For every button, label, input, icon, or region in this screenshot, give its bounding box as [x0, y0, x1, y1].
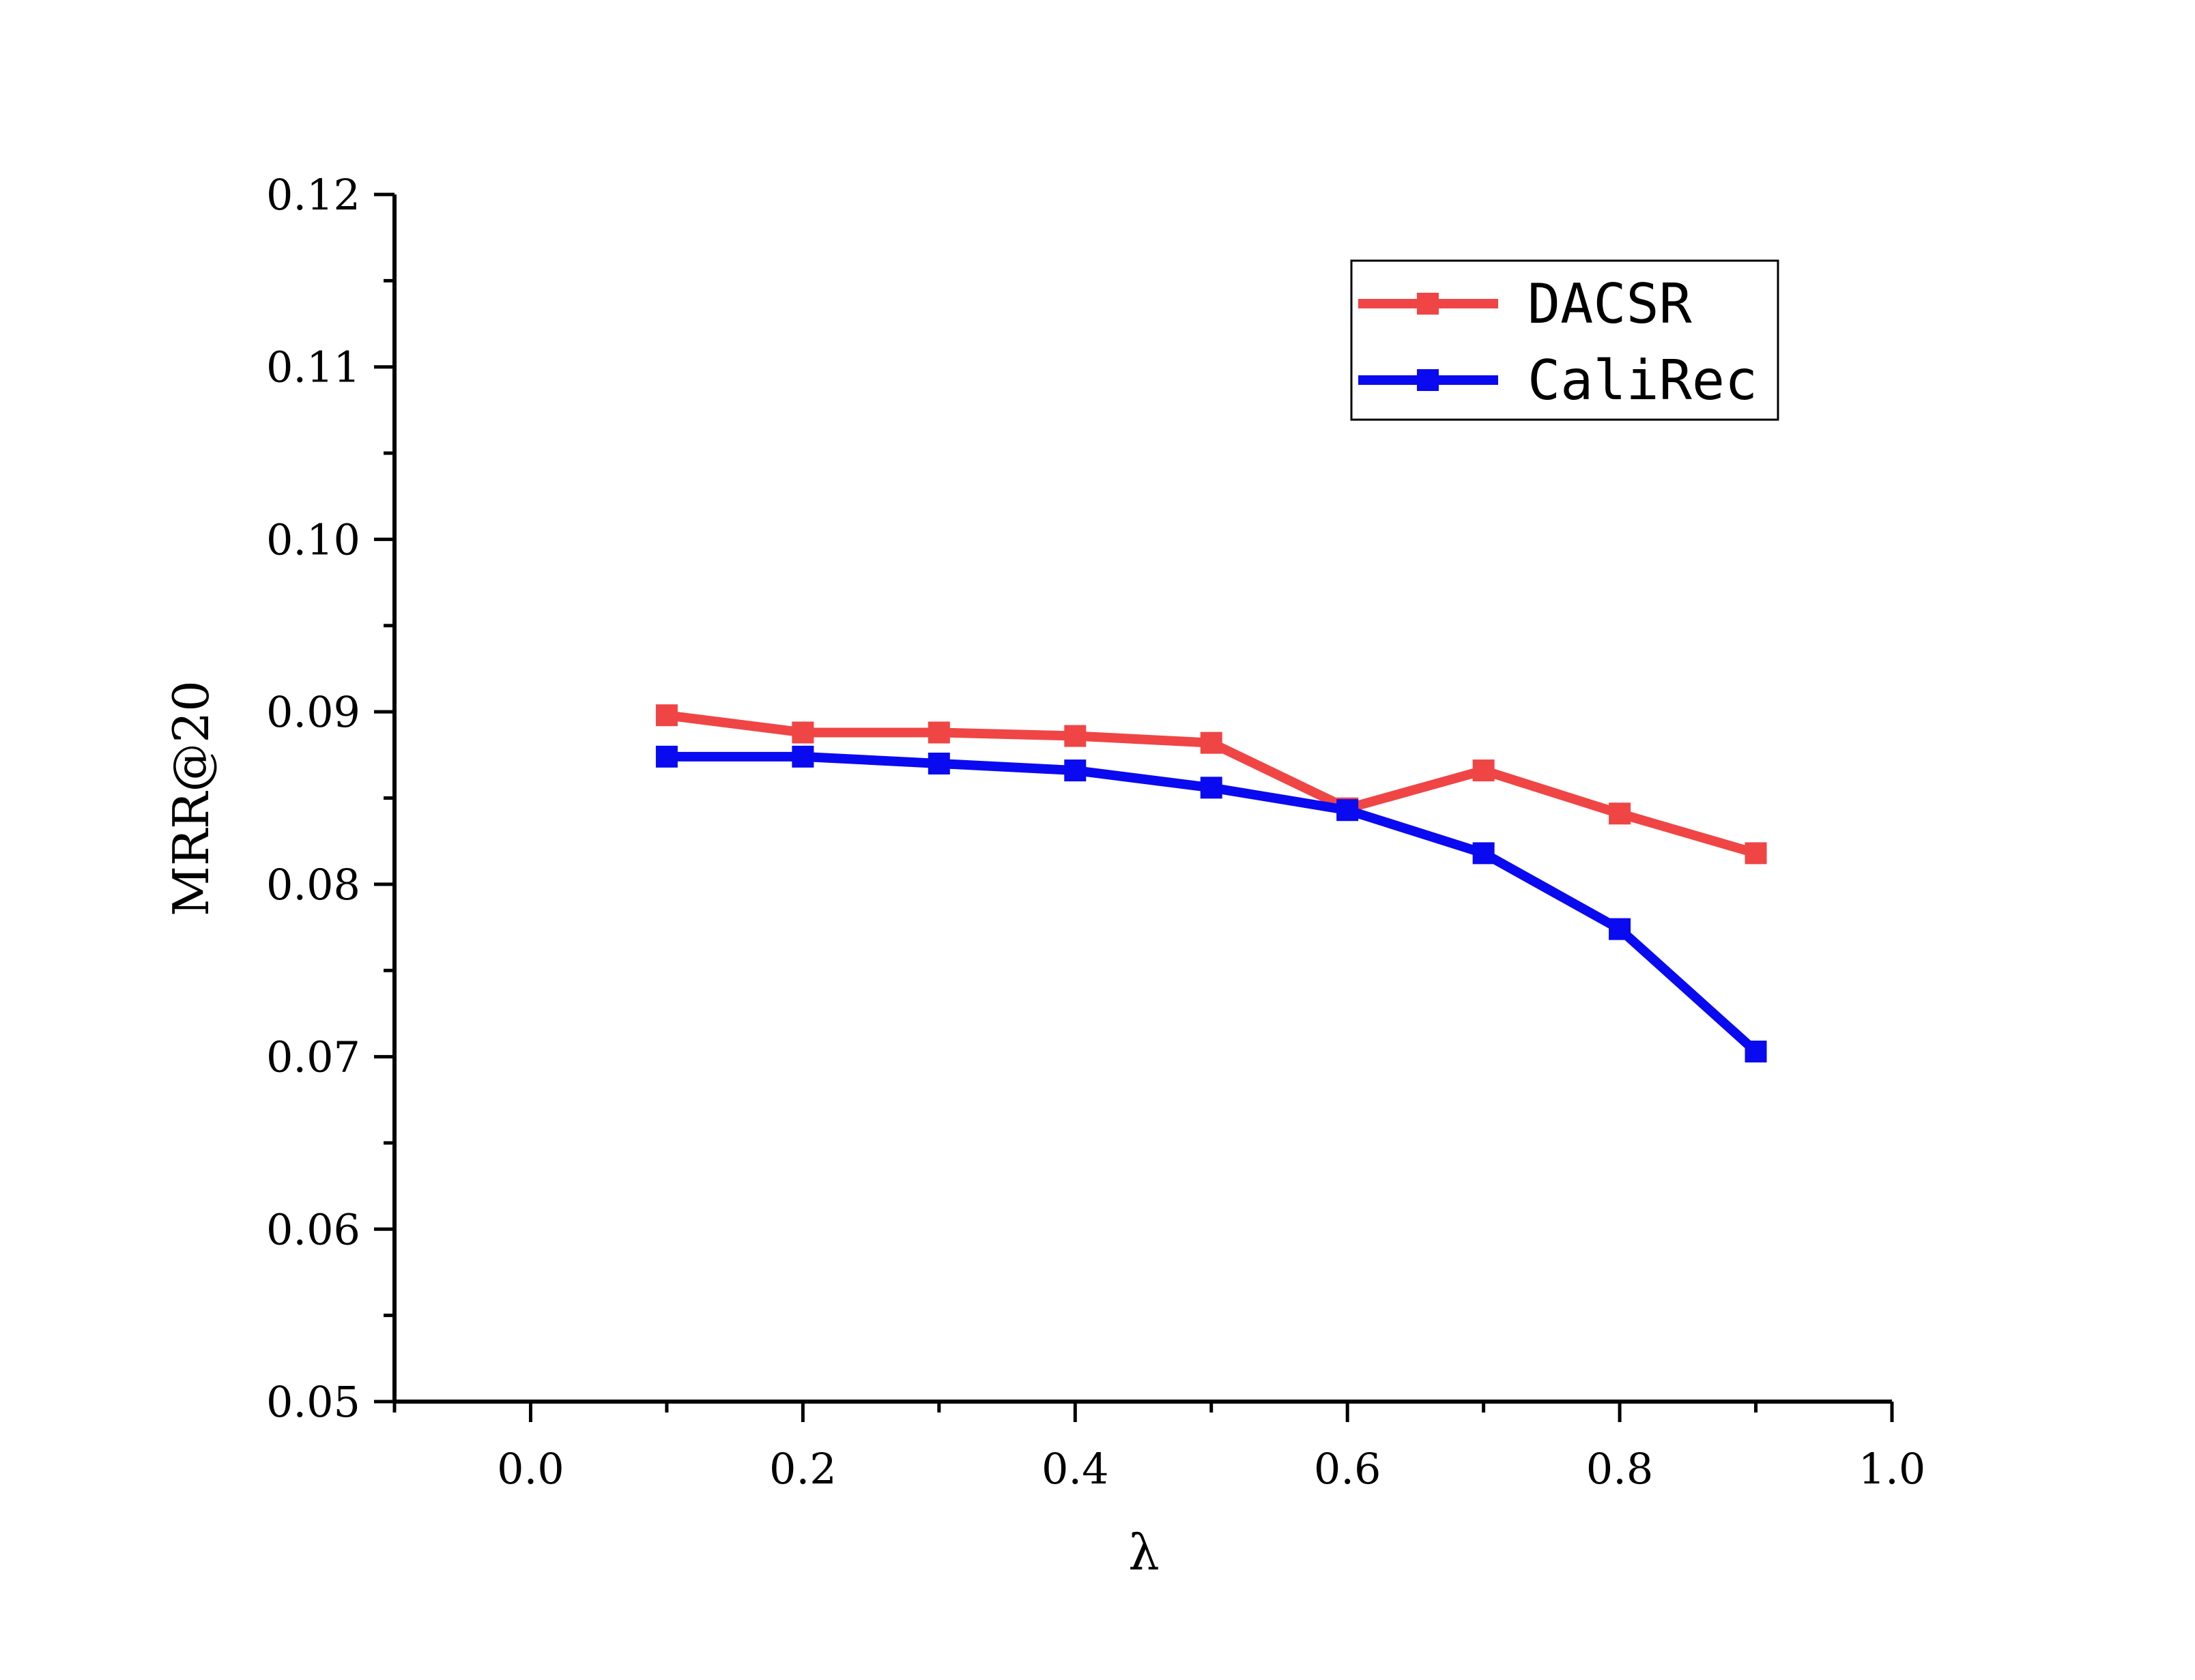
y-tick-label: 0.08 — [266, 860, 360, 910]
y-tick-label: 0.09 — [266, 687, 360, 737]
legend: DACSR CaliRec — [1350, 259, 1779, 421]
series-lines — [655, 704, 1767, 1062]
legend-dacsr-marker — [1417, 293, 1439, 315]
legend-calirec-label: CaliRec — [1527, 349, 1758, 412]
dacsr-point — [1745, 842, 1767, 865]
calirec-point — [1609, 918, 1631, 940]
x-tick-label: 0.6 — [1314, 1444, 1381, 1494]
dacsr-point — [1609, 802, 1631, 825]
calirec-point — [1472, 842, 1495, 865]
y-tick-label: 0.07 — [266, 1032, 360, 1082]
y-tick-label: 0.12 — [266, 170, 360, 220]
y-tick-label: 0.10 — [266, 515, 360, 564]
calirec-point — [1064, 759, 1087, 782]
x-tick-label: 0.0 — [497, 1444, 564, 1494]
dacsr-point — [792, 721, 814, 744]
y-tick-label: 0.11 — [266, 343, 360, 392]
legend-dacsr-label: DACSR — [1527, 272, 1693, 336]
legend-box — [1350, 259, 1779, 421]
x-tick-label: 0.2 — [769, 1444, 837, 1494]
calirec-point — [655, 745, 678, 768]
x-tick-label: 1.0 — [1859, 1444, 1926, 1494]
dacsr-point — [1472, 759, 1495, 782]
axes: 0.05 0.06 0.07 0.08 0.09 0.10 0.11 0.12 0.0 0.2 0.… — [266, 170, 1925, 1494]
dacsr-point — [655, 704, 678, 727]
y-tick-label: 0.06 — [266, 1204, 360, 1254]
legend-calirec-marker — [1417, 369, 1439, 391]
dacsr-point — [928, 721, 950, 744]
calirec-point — [1336, 799, 1359, 822]
y-tick-label: 0.05 — [266, 1377, 360, 1427]
calirec-point — [928, 752, 950, 774]
y-axis-title: MRR@20 — [162, 680, 220, 916]
x-axis-title: λ — [1128, 1524, 1160, 1581]
calirec-point — [1200, 777, 1222, 799]
x-tick-label: 0.4 — [1042, 1444, 1109, 1494]
calirec-point — [1745, 1040, 1767, 1062]
calirec-point — [792, 745, 814, 768]
x-tick-label: 0.8 — [1586, 1444, 1654, 1494]
dacsr-point — [1064, 725, 1087, 747]
dacsr-point — [1200, 732, 1222, 754]
